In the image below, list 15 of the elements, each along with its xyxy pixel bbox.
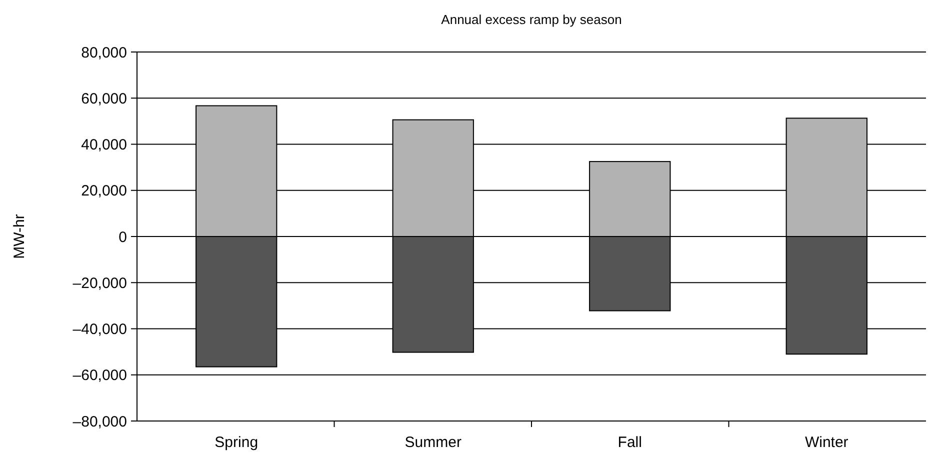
- chart-title: Annual excess ramp by season: [441, 12, 622, 27]
- x-tick-label: Summer: [404, 434, 462, 451]
- y-tick-label: 20,000: [81, 182, 127, 200]
- x-tick-label: Winter: [804, 434, 848, 451]
- y-tick-label: –20,000: [72, 274, 127, 292]
- y-tick-label: 60,000: [81, 90, 127, 108]
- y-tick-label: –80,000: [72, 413, 127, 430]
- y-tick-label: 0: [118, 228, 127, 246]
- x-tick-label: Spring: [214, 434, 258, 451]
- y-tick-label: –40,000: [72, 321, 127, 338]
- y-tick-label: 80,000: [81, 44, 127, 62]
- y-axis-title: MW-hr: [11, 214, 28, 259]
- y-tick-label: –60,000: [72, 367, 127, 384]
- x-tick-label: Fall: [618, 434, 642, 451]
- y-tick-label: 40,000: [81, 136, 127, 154]
